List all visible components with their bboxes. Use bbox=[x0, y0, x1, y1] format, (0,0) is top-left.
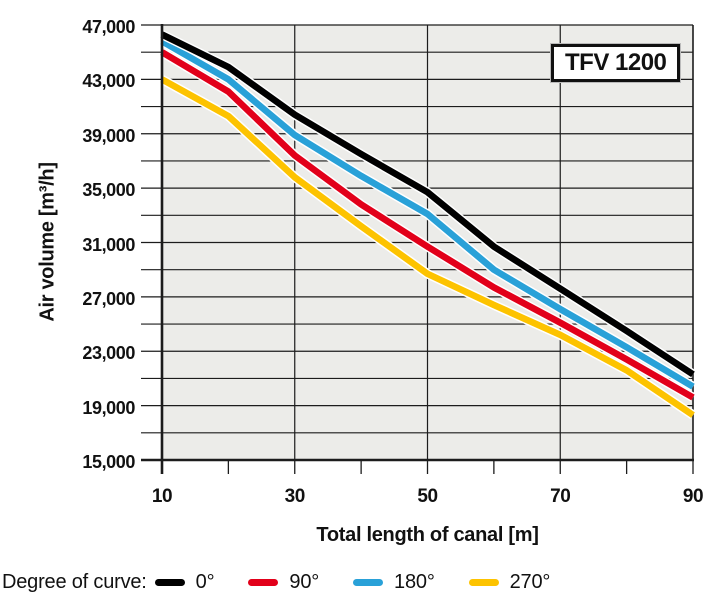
y-tick-label: 35,000 bbox=[82, 180, 135, 201]
y-tick-label: 31,000 bbox=[82, 234, 135, 255]
legend-item-270deg: 270° bbox=[468, 570, 551, 594]
legend-item-label: 0° bbox=[195, 570, 215, 593]
legend: Degree of curve: 0° 90° 180° 270° bbox=[2, 569, 712, 595]
x-tick-label: 90 bbox=[682, 486, 704, 507]
x-tick-label: 50 bbox=[417, 486, 438, 507]
legend-swatch-0deg bbox=[154, 578, 185, 586]
x-axis-title: Total length of canal [m] bbox=[316, 524, 539, 546]
legend-item-90deg: 90° bbox=[248, 571, 319, 594]
curve-270deg bbox=[160, 76, 695, 418]
y-tick-label: 27,000 bbox=[82, 288, 135, 309]
legend-item-label: 180° bbox=[394, 570, 435, 593]
y-tick-label: 19,000 bbox=[82, 397, 135, 418]
legend-item-0deg: 0° bbox=[154, 570, 215, 594]
legend-swatch-180deg bbox=[353, 578, 384, 586]
x-tick-label: 30 bbox=[284, 486, 306, 507]
curve-180deg bbox=[160, 38, 695, 390]
y-tick-label: 47,000 bbox=[82, 17, 135, 37]
y-tick-label: 23,000 bbox=[82, 343, 135, 364]
legend-items: 0° 90° 180° 270° bbox=[154, 570, 551, 594]
legend-swatch-270deg bbox=[468, 578, 499, 586]
legend-swatch-90deg bbox=[248, 578, 279, 586]
y-tick-label: 15,000 bbox=[82, 452, 135, 472]
x-tick-label: 10 bbox=[151, 486, 173, 507]
legend-item-180deg: 180° bbox=[353, 571, 435, 594]
legend-label: Degree of curve: bbox=[2, 570, 147, 593]
curve-0deg bbox=[160, 31, 695, 378]
legend-item-label: 270° bbox=[509, 570, 551, 593]
curve-90deg bbox=[160, 49, 695, 401]
legend-item-label: 90° bbox=[289, 570, 320, 593]
y-tick-label: 43,000 bbox=[82, 71, 135, 92]
y-tick-label: 39,000 bbox=[82, 125, 135, 146]
model-badge: TFV 1200 bbox=[551, 44, 681, 82]
x-tick-label: 70 bbox=[550, 486, 571, 507]
